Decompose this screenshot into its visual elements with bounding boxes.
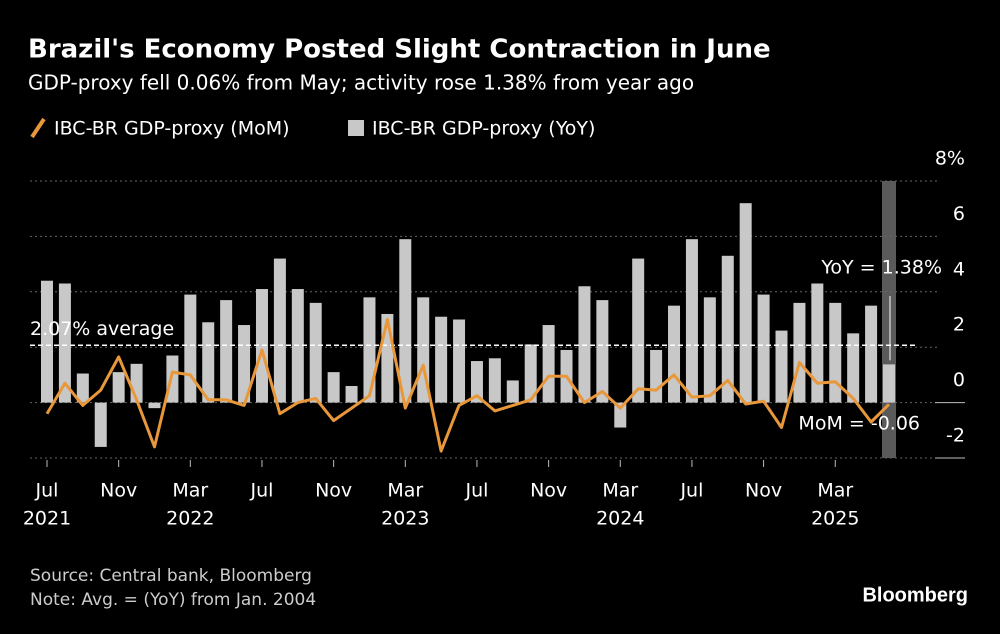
bar bbox=[453, 319, 466, 403]
y-tick-label: 4 bbox=[953, 258, 965, 280]
bar bbox=[399, 239, 412, 403]
x-tick-label: Nov bbox=[745, 480, 782, 502]
bar bbox=[542, 325, 555, 403]
mom-line bbox=[45, 318, 891, 453]
bar bbox=[345, 385, 358, 403]
note: Note: Avg. = (YoY) from Jan. 2004 bbox=[30, 590, 316, 610]
source: Source: Central bank, Bloomberg bbox=[30, 566, 312, 586]
bar bbox=[202, 322, 215, 403]
bar bbox=[327, 372, 340, 403]
bar bbox=[184, 294, 197, 403]
bar bbox=[112, 372, 125, 403]
bar bbox=[148, 402, 161, 409]
y-tick-label: -2 bbox=[946, 425, 965, 447]
y-tick-label: 8% bbox=[935, 148, 965, 170]
x-tick-label: Jul bbox=[250, 480, 274, 502]
x-tick-label: Nov bbox=[530, 480, 567, 502]
bar bbox=[685, 239, 698, 403]
bar bbox=[668, 305, 681, 403]
bar bbox=[273, 258, 286, 403]
bar bbox=[578, 286, 591, 403]
y-tick-label: 6 bbox=[953, 203, 965, 225]
x-tick-label: Mar bbox=[172, 480, 208, 502]
x-tick-label: Nov bbox=[315, 480, 352, 502]
x-tick-label: Jul bbox=[464, 480, 488, 502]
bar bbox=[309, 302, 322, 403]
bar bbox=[94, 402, 107, 447]
bar bbox=[883, 364, 895, 403]
x-year-label: 2021 bbox=[23, 508, 71, 530]
bar bbox=[703, 297, 716, 403]
bar bbox=[238, 325, 251, 403]
bar bbox=[488, 358, 501, 403]
mom-annotation: MoM = -0.06 bbox=[798, 413, 920, 435]
bar bbox=[811, 283, 824, 403]
y-tick-label: 0 bbox=[953, 369, 965, 391]
x-year-label: 2022 bbox=[166, 508, 214, 530]
bar bbox=[41, 280, 53, 403]
bar bbox=[524, 344, 537, 403]
chart-subtitle: GDP-proxy fell 0.06% from May; activity … bbox=[28, 71, 694, 95]
bar bbox=[614, 402, 627, 428]
bar bbox=[865, 305, 878, 403]
x-tick-label: Jul bbox=[679, 480, 703, 502]
yoy-annotation: YoY = 1.38% bbox=[820, 257, 942, 279]
bar bbox=[470, 361, 483, 403]
x-tick-label: Mar bbox=[602, 480, 638, 502]
bar bbox=[775, 330, 788, 403]
bar bbox=[381, 313, 394, 403]
x-tick-label: Mar bbox=[817, 480, 853, 502]
legend-label: IBC-BR GDP-proxy (MoM) bbox=[54, 118, 290, 140]
bar bbox=[435, 316, 448, 403]
x-tick-label: Mar bbox=[387, 480, 423, 502]
bar bbox=[632, 258, 645, 403]
bar bbox=[506, 380, 519, 403]
x-tick-label: Nov bbox=[100, 480, 137, 502]
chart-title: Brazil's Economy Posted Slight Contracti… bbox=[28, 35, 771, 65]
bar bbox=[596, 300, 609, 403]
x-tick-label: Jul bbox=[35, 480, 59, 502]
bar bbox=[255, 289, 268, 403]
bar bbox=[650, 349, 663, 403]
bar bbox=[58, 283, 71, 403]
legend-swatch bbox=[30, 117, 46, 139]
bar bbox=[363, 297, 376, 403]
x-year-label: 2024 bbox=[596, 508, 644, 530]
brand: Bloomberg bbox=[862, 584, 968, 606]
legend-swatch bbox=[348, 120, 364, 136]
bar bbox=[829, 302, 842, 403]
bar bbox=[739, 203, 752, 403]
y-tick-label: 2 bbox=[953, 314, 965, 336]
x-year-label: 2023 bbox=[381, 508, 429, 530]
bar bbox=[220, 300, 233, 403]
bar bbox=[757, 294, 770, 403]
bar bbox=[847, 333, 860, 403]
x-year-label: 2025 bbox=[811, 508, 859, 530]
average-label: 2.07% average bbox=[30, 318, 174, 340]
bar bbox=[76, 373, 89, 403]
bar bbox=[793, 302, 806, 403]
legend-label: IBC-BR GDP-proxy (YoY) bbox=[372, 118, 595, 140]
bar bbox=[721, 255, 734, 403]
